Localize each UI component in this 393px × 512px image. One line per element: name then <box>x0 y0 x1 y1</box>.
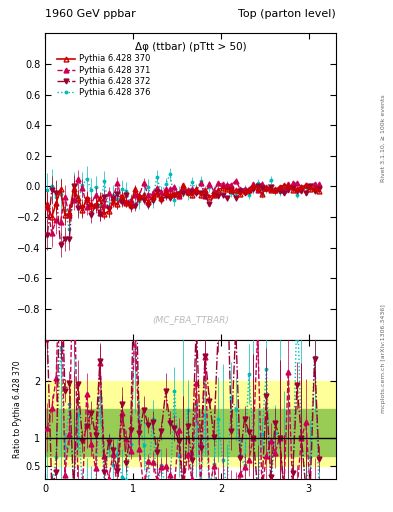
Bar <box>45 380 336 466</box>
Y-axis label: Ratio to Pythia 6.428 370: Ratio to Pythia 6.428 370 <box>13 360 22 458</box>
Text: Top (parton level): Top (parton level) <box>238 9 336 19</box>
Text: Rivet 3.1.10, ≥ 100k events: Rivet 3.1.10, ≥ 100k events <box>381 94 386 182</box>
Legend: Pythia 6.428 370, Pythia 6.428 371, Pythia 6.428 372, Pythia 6.428 376: Pythia 6.428 370, Pythia 6.428 371, Pyth… <box>55 53 152 98</box>
Bar <box>45 409 336 457</box>
Text: 1960 GeV ppbar: 1960 GeV ppbar <box>45 9 136 19</box>
Text: Δφ (ttbar) (pTtt > 50): Δφ (ttbar) (pTtt > 50) <box>135 42 246 52</box>
Text: mcplots.cern.ch [arXiv:1306.3436]: mcplots.cern.ch [arXiv:1306.3436] <box>381 304 386 413</box>
Text: (MC_FBA_TTBAR): (MC_FBA_TTBAR) <box>152 315 229 324</box>
